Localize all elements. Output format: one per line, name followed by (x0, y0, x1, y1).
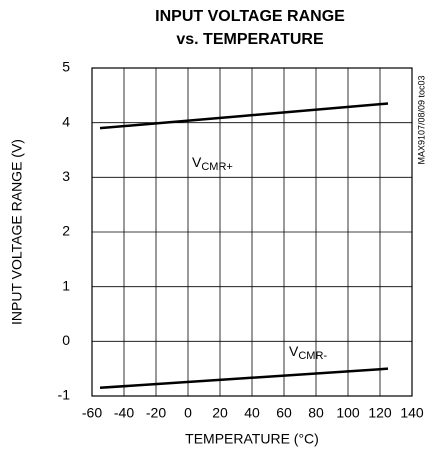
series-label: VCMR- (289, 343, 327, 362)
plot-frame (91, 67, 413, 397)
x-tick-label: 40 (244, 405, 260, 421)
data-line (99, 102, 389, 130)
x-tick-label: 80 (308, 405, 324, 421)
y-tick-label: 2 (62, 223, 70, 239)
x-tick-label: 120 (368, 405, 392, 421)
chart-title: vs. TEMPERATURE (176, 31, 324, 48)
x-tick-label: 20 (212, 405, 228, 421)
x-tick-label: 0 (184, 405, 192, 421)
x-tick-label: 140 (400, 405, 424, 421)
chart-title: INPUT VOLTAGE RANGE (155, 8, 345, 25)
y-tick-label: -1 (58, 387, 71, 403)
y-tick-label: 0 (62, 332, 70, 348)
y-tick-label: 3 (62, 168, 70, 184)
series-label-main: V (192, 154, 202, 170)
y-tick-label: 5 (62, 59, 70, 75)
data-line (99, 367, 389, 390)
y-tick-label: 4 (62, 113, 70, 129)
series-label-sub: CMR+ (201, 161, 232, 173)
x-tick-label: 100 (336, 405, 360, 421)
x-tick-label: -40 (114, 405, 134, 421)
x-tick-label: -60 (82, 405, 102, 421)
series-label: VCMR+ (192, 154, 233, 173)
side-note: MAX9107/08/09 toc03 (416, 75, 426, 164)
series-label-main: V (289, 343, 299, 359)
y-tick-label: 1 (62, 277, 70, 293)
x-axis-label: TEMPERATURE (°C) (185, 431, 319, 447)
x-tick-label: 60 (276, 405, 292, 421)
y-axis-label: INPUT VOLTAGE RANGE (V) (9, 139, 25, 325)
x-tick-label: -20 (146, 405, 166, 421)
series-label-sub: CMR- (298, 350, 327, 362)
